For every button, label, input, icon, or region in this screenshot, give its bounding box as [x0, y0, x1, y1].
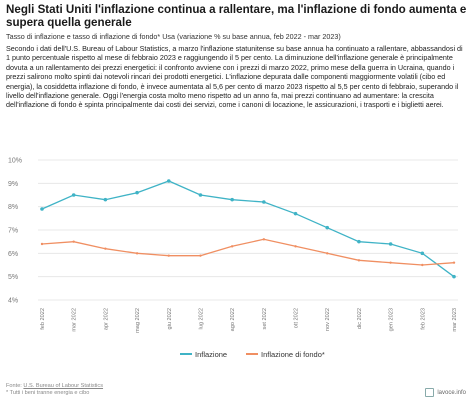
- source-prefix: Fonte:: [6, 383, 24, 389]
- y-tick-label: 8%: [8, 204, 18, 211]
- data-point: [40, 207, 44, 211]
- data-point: [166, 179, 171, 183]
- brand-logo-icon: [425, 388, 435, 397]
- y-tick-label: 5%: [8, 274, 18, 281]
- x-tick-label: mag 2022: [135, 308, 141, 333]
- data-point: [452, 274, 456, 279]
- legend-label: Inflazione di fondo*: [261, 350, 325, 359]
- data-point: [294, 245, 297, 248]
- x-tick-label: lug 2022: [198, 308, 204, 329]
- x-tick-label: dic 2022: [357, 308, 363, 329]
- brand[interactable]: lavoce.info: [425, 388, 466, 397]
- x-tick-label: feb 2022: [40, 308, 46, 330]
- data-point: [40, 242, 44, 246]
- x-tick-label: mar 2023: [452, 308, 458, 332]
- data-point: [135, 190, 139, 195]
- x-tick-label: mar 2022: [72, 308, 78, 332]
- y-tick-label: 10%: [8, 158, 22, 165]
- data-point: [262, 200, 266, 204]
- y-axis: 4% 5% 6% 7% 8% 9% 10%: [8, 158, 22, 305]
- series-line-inflazione: [41, 180, 455, 278]
- data-point: [104, 247, 107, 250]
- legend-swatch: [246, 353, 258, 355]
- chart-subtitle: Tasso di inflazione e tasso di inflazion…: [6, 32, 341, 41]
- data-point: [452, 261, 456, 264]
- y-tick-label: 7%: [8, 228, 18, 235]
- x-tick-label: nov 2022: [325, 308, 331, 331]
- footnote: * Tutti i beni tranne energia e cibo: [6, 389, 90, 396]
- x-tick-label: ago 2022: [230, 308, 236, 331]
- line-chart: 4% 5% 6% 7% 8% 9% 10% feb 2022 mar 2022 apr 2022…: [8, 158, 458, 359]
- data-point: [198, 193, 203, 197]
- x-tick-label: apr 2022: [103, 308, 109, 330]
- data-point: [230, 245, 234, 248]
- data-point: [357, 259, 361, 262]
- chart-title: Negli Stati Uniti l'inflazione continua …: [6, 3, 467, 29]
- source-line: Fonte: U.S. Bureau of Labour Statistics: [6, 383, 103, 390]
- data-point: [167, 254, 170, 257]
- y-tick-label: 6%: [8, 251, 18, 258]
- chart-description: Secondo i dati dell'U.S. Bureau of Labou…: [6, 44, 463, 110]
- data-point: [72, 240, 75, 243]
- source-link[interactable]: U.S. Bureau of Labour Statistics: [23, 383, 104, 389]
- chart-legend: Inflazione Inflazione di fondo*: [180, 350, 325, 359]
- x-tick-label: gen 2023: [389, 308, 395, 331]
- brand-name: lavoce.info: [437, 389, 466, 396]
- data-point: [103, 197, 108, 202]
- legend-label: Inflazione: [195, 350, 227, 359]
- legend-swatch: [180, 353, 192, 355]
- data-point: [421, 263, 424, 267]
- data-point: [135, 252, 139, 255]
- data-point: [357, 239, 361, 244]
- data-point: [71, 193, 76, 197]
- data-point: [230, 197, 234, 202]
- y-tick-label: 4%: [8, 298, 18, 305]
- series-line-inflazione-di-fondo: [41, 238, 455, 266]
- chart-lines: [40, 179, 456, 279]
- data-point: [420, 251, 425, 256]
- x-axis: feb 2022 mar 2022 apr 2022 mag 2022 giu 2022…: [40, 308, 458, 333]
- data-point: [199, 254, 202, 257]
- data-point: [293, 211, 298, 216]
- x-tick-label: feb 2023: [420, 308, 426, 330]
- chart-footer: Fonte: U.S. Bureau of Labour Statistics …: [6, 383, 103, 396]
- data-point: [325, 225, 330, 230]
- x-tick-label: ott 2022: [294, 308, 300, 328]
- chart-grid: [38, 159, 458, 301]
- data-point: [262, 238, 266, 241]
- data-point: [326, 252, 329, 255]
- data-point: [389, 261, 392, 264]
- data-point: [388, 242, 393, 246]
- x-tick-label: giu 2022: [167, 308, 173, 329]
- x-tick-label: set 2022: [262, 308, 268, 329]
- y-tick-label: 9%: [8, 181, 18, 188]
